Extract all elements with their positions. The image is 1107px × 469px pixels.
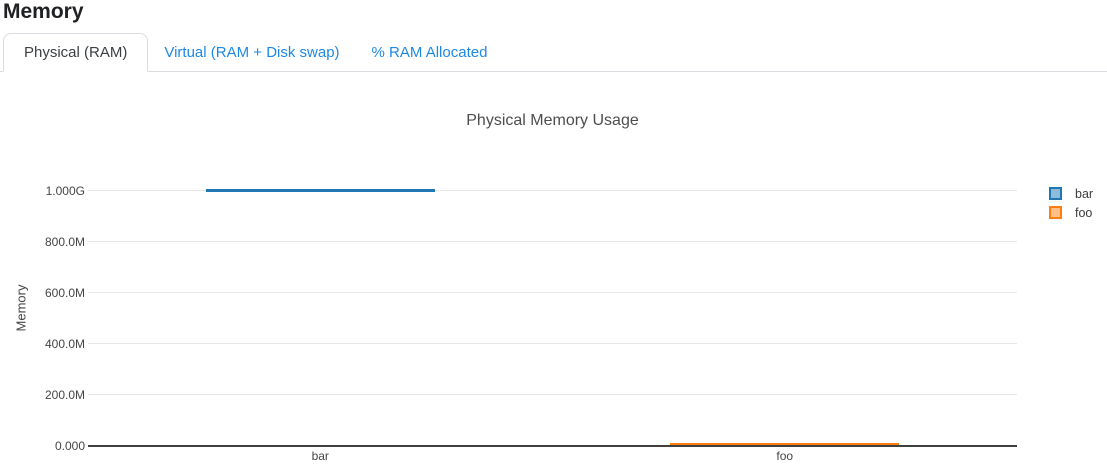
tab-physical-ram[interactable]: Physical (RAM) [3, 33, 149, 72]
bar-foo [670, 443, 900, 446]
x-axis-line [88, 445, 1017, 447]
legend-label: foo [1075, 205, 1093, 220]
legend-swatch-bar [1049, 187, 1062, 200]
y-tick-label: 800.0M [44, 234, 85, 249]
memory-chart: Physical Memory Usage Memory bar foo 0.00… [0, 85, 1107, 469]
legend: bar foo [1049, 184, 1093, 222]
gridline [88, 190, 1017, 192]
legend-label: bar [1075, 186, 1094, 201]
tab-virtual-ram-disk-swap[interactable]: Virtual (RAM + Disk swap) [164, 43, 340, 61]
tab-bar: Physical (RAM) Virtual (RAM + Disk swap)… [0, 33, 1107, 72]
legend-swatch-foo [1049, 206, 1062, 219]
y-tick-label: 400.0M [44, 336, 85, 351]
gridline [88, 343, 1017, 345]
page-title: Memory [3, 0, 84, 23]
plot-area [88, 169, 1017, 446]
y-tick-label: 1.000G [45, 183, 85, 198]
gridline [88, 292, 1017, 294]
tab-percent-ram-allocated[interactable]: % RAM Allocated [371, 43, 488, 61]
y-tick-label: 200.0M [44, 387, 85, 402]
legend-item-foo[interactable]: foo [1049, 203, 1093, 222]
legend-item-bar[interactable]: bar [1049, 184, 1093, 203]
x-tick-label: foo [776, 449, 794, 463]
bar-bar [205, 189, 435, 193]
y-tick-label: 0.000 [54, 439, 85, 453]
gridline [88, 394, 1017, 396]
y-tick-label: 600.0M [44, 285, 85, 300]
x-tick-label: bar [311, 449, 329, 463]
gridline [88, 241, 1017, 243]
chart-title: Physical Memory Usage [466, 112, 639, 129]
